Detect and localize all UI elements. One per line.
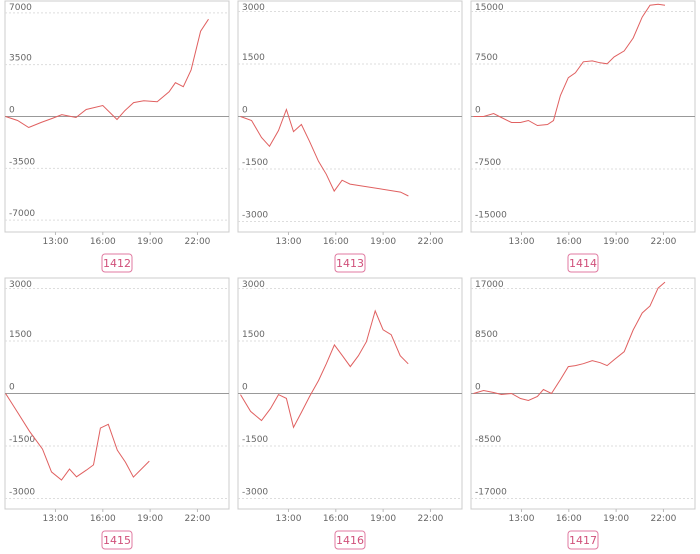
x-tick-label: 19:00 — [370, 514, 396, 524]
y-tick-label: 0 — [242, 383, 248, 393]
y-tick-label: -7500 — [475, 158, 501, 168]
x-tick-label: 16:00 — [556, 514, 582, 524]
y-tick-label: 1500 — [242, 330, 265, 340]
x-tick-label: 19:00 — [603, 237, 629, 247]
x-tick-label: 19:00 — [137, 514, 163, 524]
x-tick-label: 22:00 — [184, 237, 210, 247]
x-tick-label: 13:00 — [43, 514, 69, 524]
y-tick-label: -1500 — [242, 158, 268, 168]
y-tick-label: 3000 — [9, 280, 32, 290]
y-tick-label: 0 — [475, 383, 481, 393]
y-tick-label: -7000 — [9, 209, 35, 219]
y-tick-label: 3000 — [242, 280, 265, 290]
chart-label[interactable]: 1414 — [569, 257, 597, 270]
y-tick-label: -3500 — [9, 157, 35, 167]
y-tick-label: -8500 — [475, 435, 501, 445]
x-tick-label: 13:00 — [509, 514, 535, 524]
y-tick-label: 0 — [475, 106, 481, 116]
y-tick-label: 17000 — [475, 280, 504, 290]
series-line — [240, 309, 409, 429]
chart-label-box[interactable] — [334, 253, 366, 273]
y-tick-label: -1500 — [242, 435, 268, 445]
x-tick-label: 19:00 — [137, 237, 163, 247]
chart-label[interactable]: 1413 — [336, 257, 364, 270]
x-tick-label: 16:00 — [323, 514, 349, 524]
y-tick-label: 7500 — [475, 53, 498, 63]
chart-label-box[interactable] — [567, 530, 599, 550]
y-tick-label: -3000 — [242, 488, 268, 498]
x-tick-label: 19:00 — [603, 514, 629, 524]
x-tick-label: 16:00 — [90, 514, 116, 524]
y-tick-label: 8500 — [475, 330, 498, 340]
y-tick-label: -17000 — [475, 488, 507, 498]
x-tick-label: 22:00 — [650, 237, 676, 247]
y-tick-label: 1500 — [9, 330, 32, 340]
chart-label-box[interactable] — [334, 530, 366, 550]
x-tick-label: 16:00 — [556, 237, 582, 247]
y-tick-label: 1500 — [242, 53, 265, 63]
x-tick-label: 13:00 — [276, 237, 302, 247]
series-line — [5, 18, 209, 129]
x-tick-label: 22:00 — [184, 514, 210, 524]
series-line — [473, 281, 666, 402]
series-line — [473, 3, 666, 127]
chart-label-box[interactable] — [101, 253, 133, 273]
y-tick-label: -3000 — [9, 488, 35, 498]
x-tick-label: 13:00 — [276, 514, 302, 524]
y-tick-label: -15000 — [475, 211, 507, 221]
x-tick-label: 13:00 — [43, 237, 69, 247]
x-tick-label: 22:00 — [650, 514, 676, 524]
y-tick-label: 7000 — [9, 3, 32, 13]
y-tick-label: 0 — [9, 106, 15, 116]
y-tick-label: -1500 — [9, 435, 35, 445]
x-tick-label: 16:00 — [90, 237, 116, 247]
x-tick-label: 16:00 — [323, 237, 349, 247]
series-line — [5, 393, 150, 481]
chart-label[interactable]: 1415 — [103, 534, 131, 547]
y-tick-label: 0 — [242, 106, 248, 116]
y-tick-label: 3000 — [242, 3, 265, 13]
x-tick-label: 22:00 — [417, 237, 443, 247]
series-line — [240, 107, 409, 197]
y-tick-label: 15000 — [475, 3, 504, 13]
chart-label-box[interactable] — [101, 530, 133, 550]
x-tick-label: 13:00 — [509, 237, 535, 247]
chart-label[interactable]: 1412 — [103, 257, 131, 270]
chart-label-box[interactable] — [567, 253, 599, 273]
x-tick-label: 22:00 — [417, 514, 443, 524]
y-tick-label: 3500 — [9, 54, 32, 64]
y-tick-label: -3000 — [242, 211, 268, 221]
chart-label[interactable]: 1417 — [569, 534, 597, 547]
y-tick-label: 0 — [9, 383, 15, 393]
chart-label[interactable]: 1416 — [336, 534, 364, 547]
x-tick-label: 19:00 — [370, 237, 396, 247]
